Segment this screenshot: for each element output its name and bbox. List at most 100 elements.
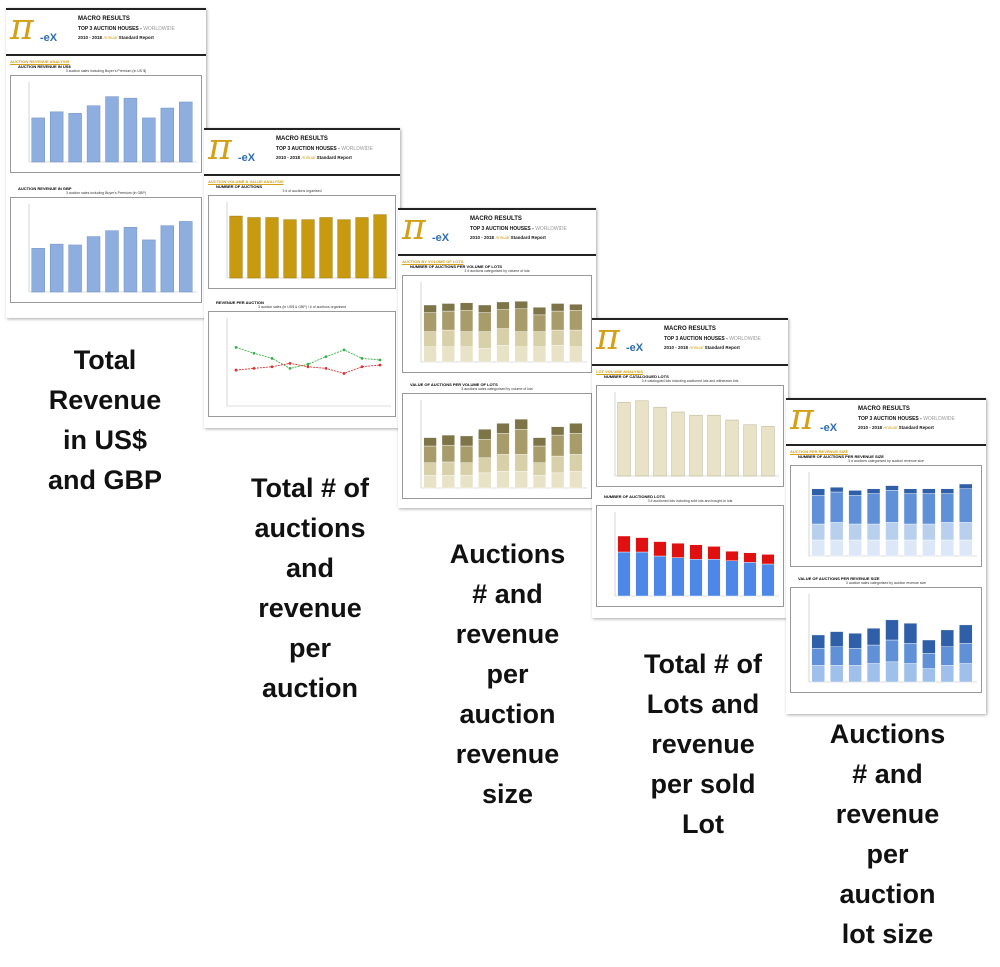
stacked-bar-segment [885,485,899,491]
stacked-bar-segment [514,331,528,347]
report-header: π -eX MACRO RESULTS TOP 3 AUCTION HOUSES… [204,128,400,176]
stacked-bar-segment [478,312,492,332]
stacked-bar-segment [441,475,455,489]
stacked-bar-segment [478,457,492,474]
stacked-bar-segment [903,539,918,557]
stacked-bar-segment [514,470,528,489]
bar-chart-catalogued-svg [614,392,779,477]
stacked-bar-segment [811,488,825,496]
bar [743,424,757,477]
stacked-bar-segment [761,563,775,597]
chart-block-revenue-gbp: AUCTION REVENUE IN GBP 3 auction sales i… [10,186,202,303]
series-point [252,367,256,370]
stacked-bar-chart-value-revenue [790,587,982,693]
stacked-bar-svg [420,282,587,363]
caption-line: per sold [650,769,756,799]
caption-line: Total # of [251,473,369,503]
stacked-bar-segment [532,307,547,316]
bar [49,243,64,293]
series-point [306,365,310,369]
header-title: MACRO RESULTS [470,216,522,222]
stacked-bar-segment [761,554,775,565]
stacked-bar-segment [423,346,437,363]
stacked-bar-segment [940,488,954,494]
stacked-bar-segment [922,653,936,669]
chart-block-value-per-revenue: VALUE OF AUCTIONS PER REVENUE SIZE 3 auc… [790,576,982,693]
stacked-bar-segment [830,664,844,683]
bar [31,117,45,163]
stacked-bar-segment [866,488,881,494]
stacked-bar-segment [922,493,936,525]
stacked-bar-segment [811,664,825,683]
stacked-bar-segment [496,345,510,363]
bar [229,215,243,279]
series-point [378,363,382,367]
stacked-bar-segment [940,664,954,683]
block-title: NUMBER OF AUCTIONS [216,184,263,189]
series-point [288,361,292,365]
report-header: π -eX MACRO RESULTS TOP 3 AUCTION HOUSES… [6,8,206,56]
bar [319,217,333,279]
block-title: NUMBER OF AUCTIONS PER REVENUE SIZE [798,454,884,459]
stacked-bar-segment [569,310,583,331]
bar [355,217,369,279]
header-subtitle: TOP 3 AUCTION HOUSES - WORLDWIDE [664,336,761,342]
stacked-bar-segment [866,493,881,525]
stacked-bar-chart-value [402,393,592,499]
caption-line: lot size [841,919,934,949]
bar [86,105,101,163]
stacked-bar-svg [808,594,977,683]
series-point [342,372,346,375]
header-title: MACRO RESULTS [664,326,716,332]
stacked-bar-segment [811,523,825,541]
stacked-bar-segment [959,624,973,644]
caption-lots: Total # of Lots and revenue per sold Lot [612,644,794,844]
section-title: AUCTION PER REVENUE SIZE [790,449,849,454]
caption-number-of-auctions: Total # of auctions and revenue per auction [220,468,400,708]
stacked-bar-segment [866,628,881,646]
series-point [234,346,238,349]
series-point [270,365,274,369]
stacked-bar-segment [441,444,455,463]
bar-chart-auctions-svg [226,202,391,279]
caption-line: Lot [682,809,724,839]
caption-line: revenue [455,739,560,769]
stacked-bar-segment [830,487,844,493]
stacked-bar-segment [532,314,547,332]
chart-block-revenue-per-auction: REVENUE PER AUCTION 3 auction sales (in … [208,300,396,417]
stacked-bar-segment [569,454,583,472]
stacked-bar-segment [514,301,528,310]
series-point [360,356,364,360]
report-page-4: π -eX MACRO RESULTS TOP 3 AUCTION HOUSES… [592,318,788,618]
chart-block-auctioned-lots: NUMBER OF AUCTIONED LOTS 3 # auctioned l… [596,494,784,607]
pi-logo-icon: π [790,398,814,438]
stacked-bar-segment [532,462,547,476]
stacked-bar-segment [940,539,954,557]
stacked-bar-segment [551,329,565,346]
bar-chart-auctions [208,195,396,289]
stacked-bar-segment [848,633,862,649]
stacked-bar-segment [903,643,918,664]
block-title: VALUE OF AUCTIONS PER VOLUME OF LOTS [410,382,498,387]
caption-line: auction [839,879,936,909]
stacked-bar-segment [885,619,899,641]
block-title: NUMBER OF CATALOGUED LOTS [604,374,669,379]
stacked-bar-segment [617,535,631,553]
stacked-bar-segment [743,552,757,563]
caption-line: per [866,839,909,869]
stacked-bar-segment [423,462,437,476]
bar-chart-usd-svg [28,82,197,163]
stacked-bar-segment [848,648,862,666]
stacked-bar-segment [532,437,547,447]
stacked-bar-segment [922,539,936,557]
block-title: NUMBER OF AUCTIONED LOTS [604,494,665,499]
report-page-3: π -eX MACRO RESULTS TOP 3 AUCTION HOUSES… [398,208,596,508]
stacked-bar-segment [830,539,844,557]
stacked-bar-segment [830,522,844,541]
stacked-bar-segment [551,426,565,436]
header-title: MACRO RESULTS [276,136,328,142]
caption-line: Auctions [829,719,946,749]
section-title: AUCTION VOLUME & VALUE ANALYSIS [208,179,284,184]
stacked-bar-segment [830,646,844,666]
series-point [342,348,346,352]
